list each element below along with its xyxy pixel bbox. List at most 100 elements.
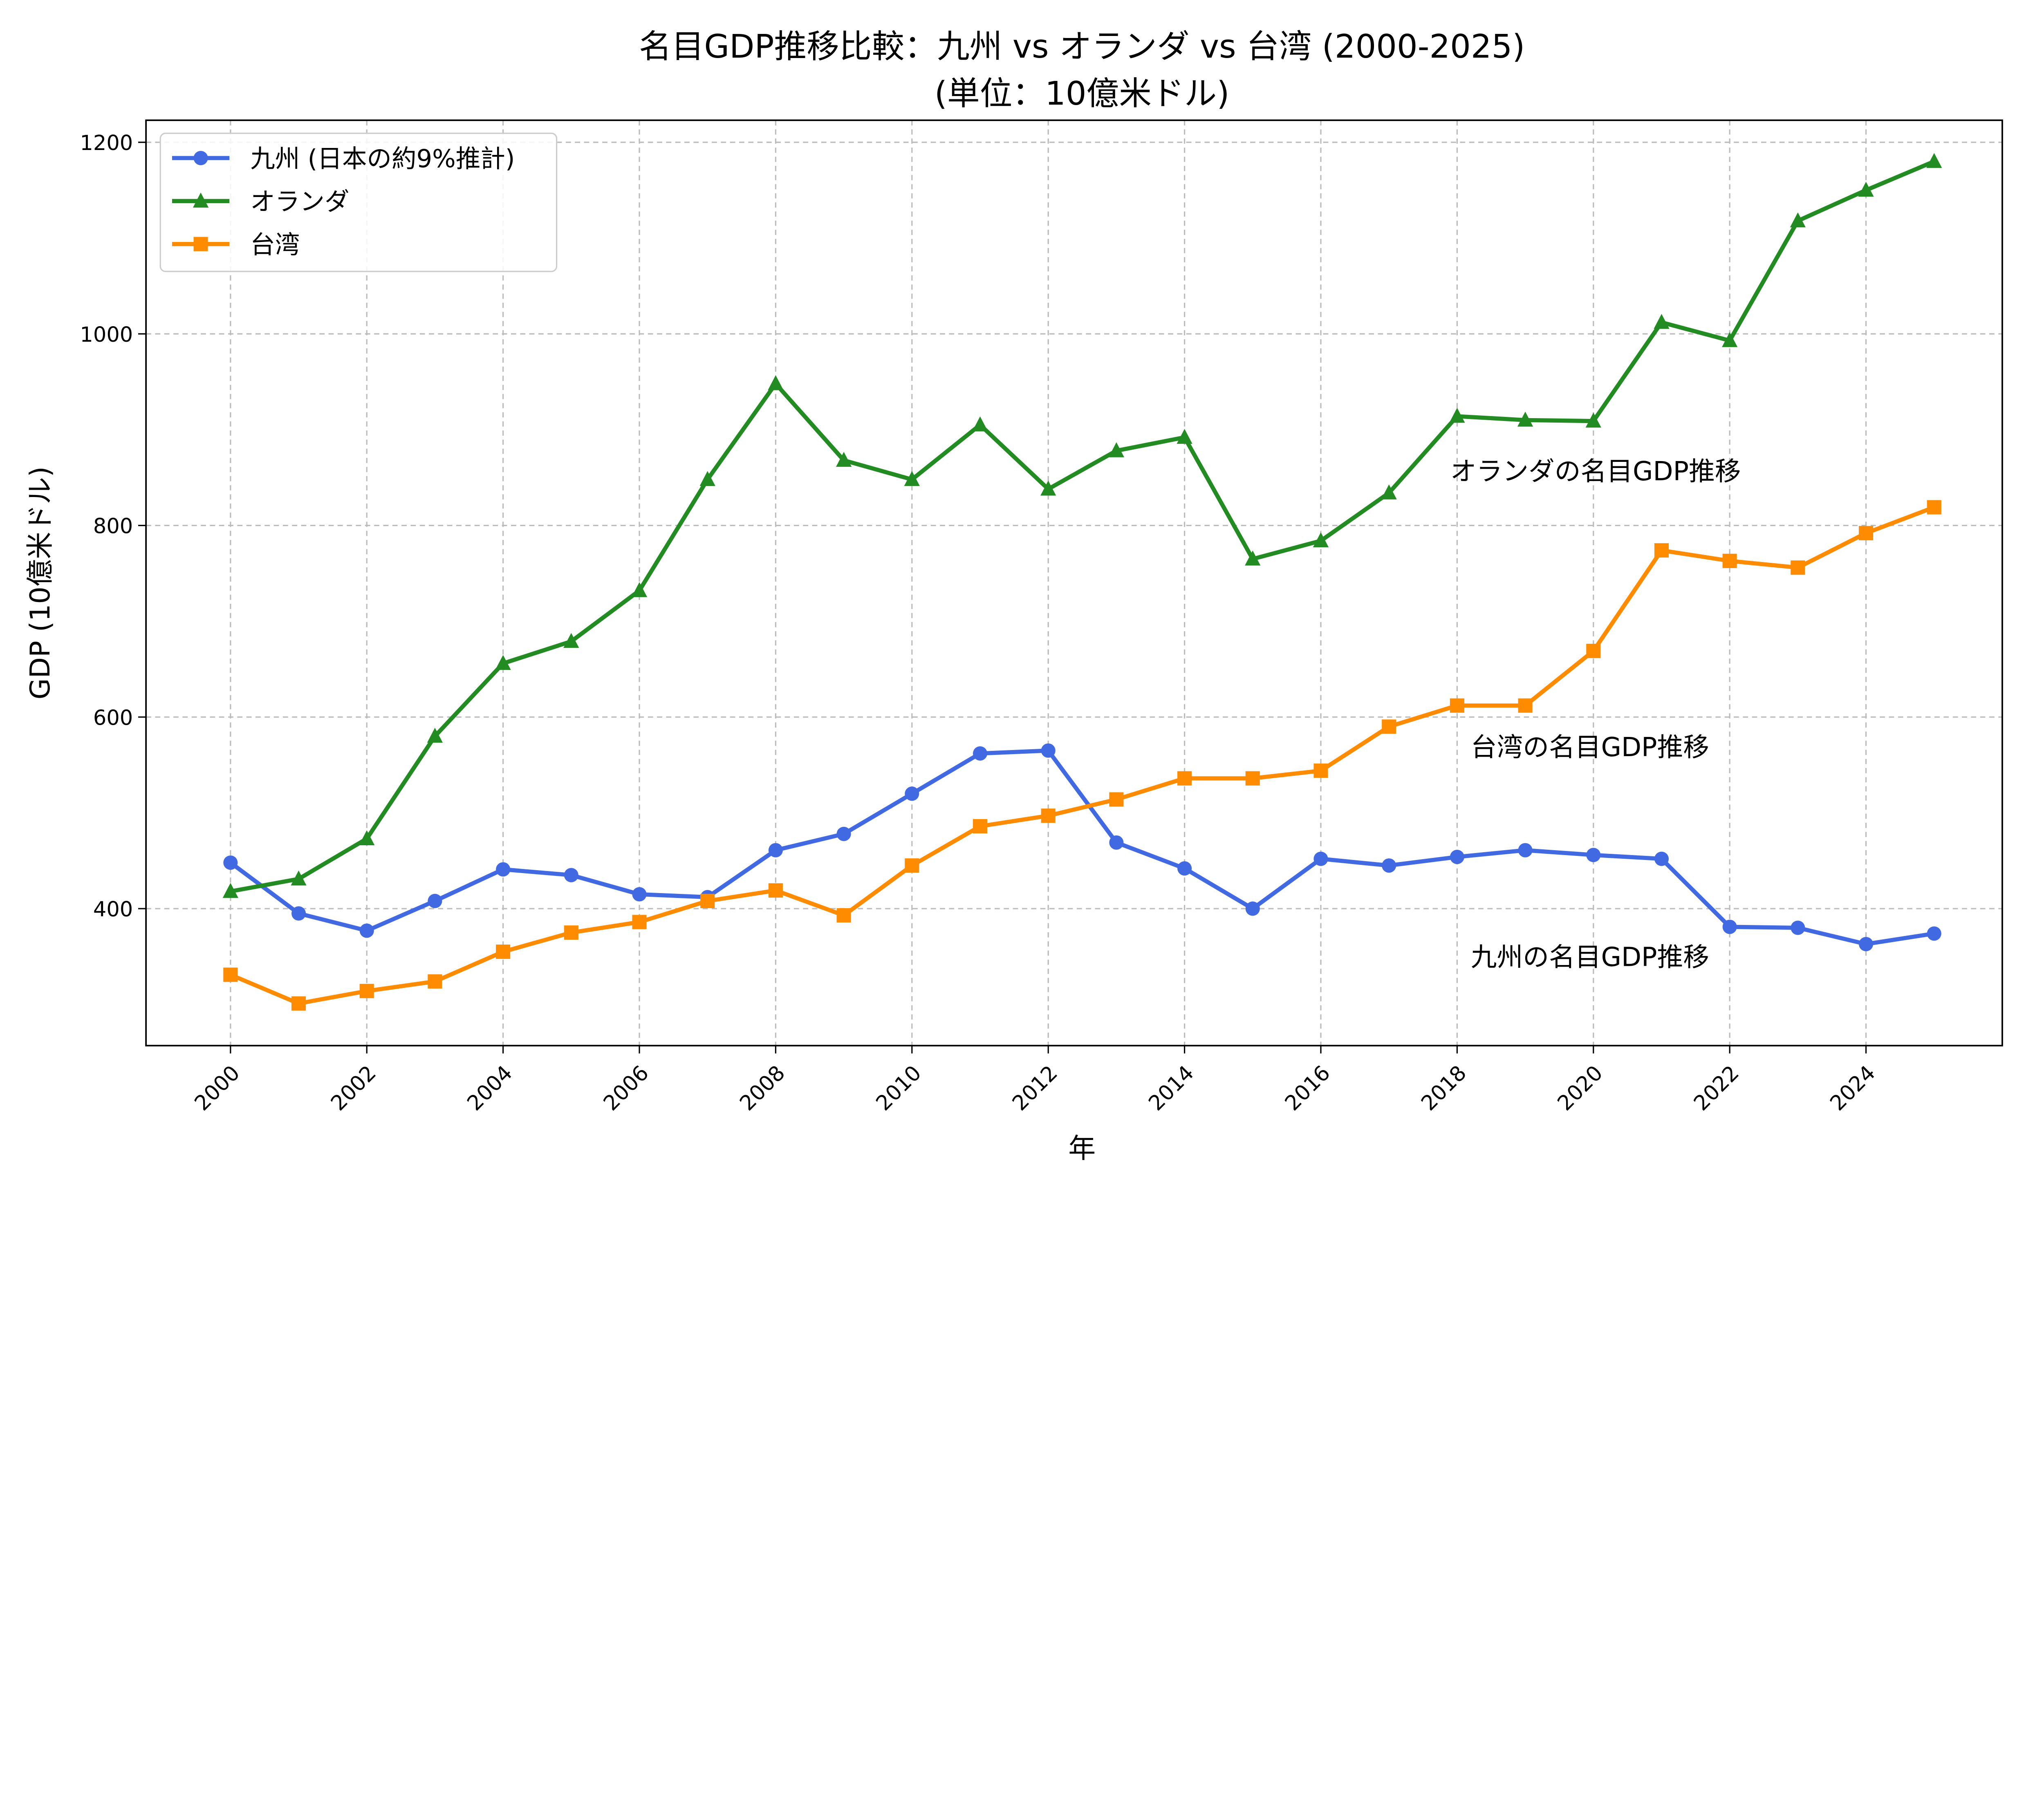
y-axis-ticks: 400 600 800 1000 1200 [80, 131, 146, 922]
data-point-circle [1927, 926, 1941, 941]
series-line [230, 159, 1935, 893]
y-tick-label: 400 [93, 898, 133, 922]
data-point-square [905, 858, 919, 873]
data-point-circle [632, 887, 647, 902]
data-point-circle [1041, 743, 1056, 758]
data-point-triangle [768, 375, 784, 390]
data-point-square [973, 819, 988, 834]
data-point-square [1041, 808, 1056, 823]
data-point-triangle [1517, 412, 1533, 427]
data-point-triangle [1108, 442, 1125, 457]
data-point-circle [1722, 920, 1737, 934]
annotation-label: オランダの名目GDP推移 [1450, 457, 1741, 487]
data-point-circle [1450, 849, 1464, 864]
data-point-circle [1586, 848, 1601, 862]
x-tick-label: 2000 [190, 1061, 245, 1116]
legend-label: 九州 (日本の約9%推計) [250, 145, 515, 173]
data-point-circle [1382, 858, 1396, 873]
data-point-square [1791, 560, 1805, 575]
data-point-circle [1313, 851, 1328, 866]
data-point-square [1313, 764, 1328, 778]
data-point-triangle [1381, 484, 1397, 499]
x-tick-label: 2006 [599, 1061, 654, 1116]
y-tick-label: 1000 [80, 323, 133, 347]
data-point-square [632, 915, 647, 929]
x-tick-label: 2020 [1553, 1061, 1608, 1116]
data-point-triangle [1858, 181, 1874, 197]
data-point-circle [1654, 851, 1669, 866]
data-point-circle [1859, 937, 1874, 952]
data-point-square [768, 883, 783, 898]
x-tick-label: 2008 [735, 1061, 790, 1116]
data-point-triangle [1245, 550, 1261, 566]
axes-frame [145, 119, 2003, 1047]
data-point-triangle [1790, 212, 1806, 228]
x-tick-label: 2014 [1144, 1061, 1199, 1116]
series-line [229, 505, 1935, 1006]
x-axis-ticks: 2000 2002 2004 2006 2008 2010 2012 2014 2016 2018… [190, 1046, 1880, 1115]
data-point-triangle [1177, 429, 1192, 444]
data-point-triangle [495, 655, 511, 670]
chart-title: 名目GDP推移比較：九州 vs オランダ vs 台湾 (2000-2025) [639, 27, 1525, 65]
data-point-triangle [222, 883, 238, 898]
data-point-square [1859, 526, 1874, 540]
data-point-square [564, 925, 578, 940]
series-2 [223, 500, 1941, 1011]
data-point-circle [193, 151, 208, 166]
data-point-triangle [1722, 332, 1738, 347]
plot-area [222, 153, 1942, 1011]
data-point-triangle [1926, 153, 1942, 168]
x-axis-label: 年 [1068, 1132, 1096, 1164]
data-point-triangle [1040, 480, 1056, 496]
data-point-square [836, 908, 851, 923]
data-point-circle [428, 893, 442, 908]
data-point-triangle [1654, 314, 1670, 329]
data-point-square [1654, 543, 1669, 558]
data-point-triangle [193, 193, 209, 208]
data-point-square [428, 974, 442, 989]
data-point-circle [1177, 861, 1192, 876]
data-point-square [223, 967, 238, 982]
data-point-square [1518, 698, 1533, 713]
x-tick-label: 2002 [326, 1061, 381, 1116]
y-axis-label: GDP (10億米ドル) [24, 466, 56, 699]
x-tick-label: 2022 [1689, 1061, 1744, 1116]
data-point-triangle [563, 633, 579, 648]
data-point-circle [359, 923, 374, 938]
data-point-circle [836, 826, 851, 841]
data-point-circle [905, 786, 919, 801]
data-point-square [496, 945, 511, 959]
data-point-triangle [1313, 532, 1329, 548]
data-point-square [1177, 771, 1192, 786]
y-tick-label: 800 [93, 515, 133, 539]
data-point-circle [1518, 843, 1533, 858]
data-point-triangle [699, 471, 715, 486]
chart-subtitle: (単位：10億米ドル) [935, 74, 1230, 112]
data-point-square [1109, 792, 1124, 807]
data-point-square [193, 237, 208, 251]
data-point-triangle [359, 830, 375, 845]
data-point-triangle [427, 728, 443, 743]
series-1 [222, 153, 1942, 898]
data-point-triangle [291, 870, 307, 886]
data-point-square [1382, 719, 1396, 734]
data-point-circle [768, 843, 783, 858]
data-point-square [1450, 698, 1464, 713]
data-point-square [1245, 771, 1260, 786]
data-point-circle [1109, 835, 1124, 850]
data-point-circle [496, 862, 511, 877]
data-point-triangle [1449, 408, 1465, 423]
series-0 [223, 743, 1941, 952]
data-point-square [1722, 553, 1737, 568]
data-point-square [359, 984, 374, 999]
y-tick-label: 1200 [80, 131, 133, 155]
data-point-circle [1245, 901, 1260, 916]
legend-label: 台湾 [250, 231, 300, 259]
x-tick-label: 2016 [1280, 1061, 1335, 1116]
data-point-triangle [631, 582, 648, 597]
data-point-square [1586, 644, 1601, 658]
annotation-label: 台湾の名目GDP推移 [1471, 732, 1709, 763]
x-tick-label: 2010 [872, 1061, 926, 1116]
